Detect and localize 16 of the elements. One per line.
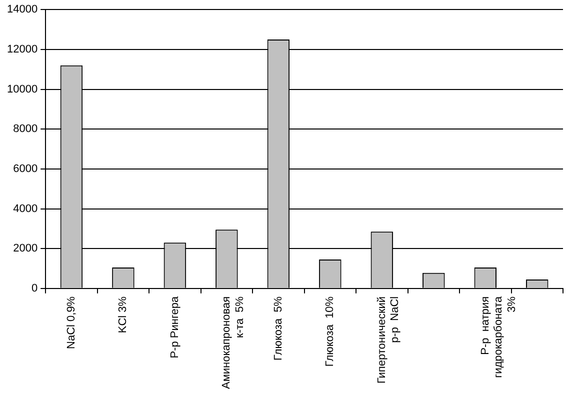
y-tick-label: 10000 <box>6 83 38 96</box>
x-tick-label: Аминокапроновая к-та 5% <box>220 296 246 390</box>
y-tick-label: 8000 <box>13 123 38 136</box>
y-tick-label: 4000 <box>13 202 38 215</box>
x-tick-label: Р-р натрия гидрокарбоната 3% <box>479 296 518 378</box>
y-tick-label: 14000 <box>6 4 38 16</box>
x-tick-label: Р-р Рингера <box>168 296 181 358</box>
x-tick-label: Глюкоза 5% <box>272 296 284 361</box>
y-tick-label: 12000 <box>6 43 38 56</box>
x-tick-label: Глюкоза 10% <box>324 296 336 367</box>
y-tick-label: 2000 <box>13 242 38 255</box>
x-tick-label: NaCl 0,9% <box>65 296 78 349</box>
x-tick-label: Гипертонический р-р NaCl <box>376 296 402 384</box>
y-tick-label: 0 <box>31 282 38 294</box>
y-tick-label: 6000 <box>13 162 38 175</box>
x-tick-label: KCl 3% <box>117 296 130 334</box>
